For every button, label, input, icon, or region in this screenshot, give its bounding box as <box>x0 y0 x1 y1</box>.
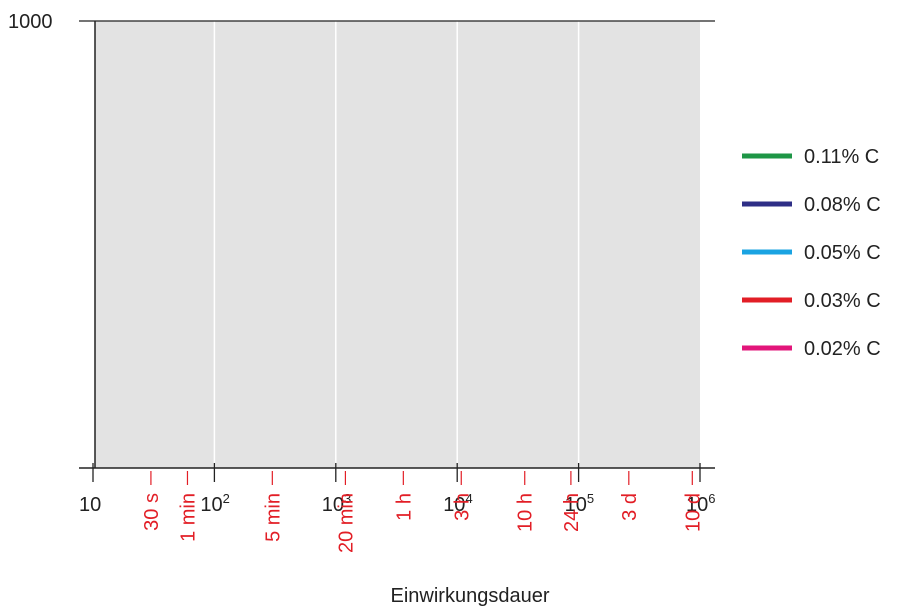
time-tick-label: 10 h <box>515 493 537 532</box>
legend: 0.11% C 0.08% C 0.05% C 0.03% C 0.02% C <box>742 146 881 360</box>
legend-label: 0.05% C <box>804 242 881 264</box>
legend-label: 0.11% C <box>804 146 879 168</box>
y-tick-label: 1000 <box>8 11 53 33</box>
x-tick-label: 102 <box>200 491 229 516</box>
grid <box>213 21 580 468</box>
legend-label: 0.02% C <box>804 338 881 360</box>
time-tick-label: 20 min <box>335 493 357 553</box>
legend-label: 0.03% C <box>804 290 881 312</box>
x-tick-label: 10 <box>79 494 101 516</box>
axes: 50060070080090010001010210310410510630 s… <box>8 11 715 553</box>
time-tick-label: 3 d <box>619 493 641 521</box>
x-tick-label: 104 <box>443 491 472 516</box>
x-tick-label: 103 <box>322 491 351 516</box>
x-axis-label: Einwirkungsdauer <box>391 585 550 607</box>
time-tick-label: 1 min <box>177 493 199 542</box>
legend-label: 0.08% C <box>804 194 881 216</box>
time-tick-label: 1 h <box>393 493 415 521</box>
time-tick-label: 30 s <box>141 493 163 531</box>
plot-area <box>95 21 700 468</box>
time-tick-label: 5 min <box>262 493 284 542</box>
time-tick-label: 3 h <box>451 493 473 521</box>
time-tick-label: 10 d <box>682 493 704 532</box>
x-tick-label: 105 <box>565 491 594 516</box>
time-tick-label: 24 h <box>561 493 583 532</box>
x-tick-label: 106 <box>686 491 715 516</box>
